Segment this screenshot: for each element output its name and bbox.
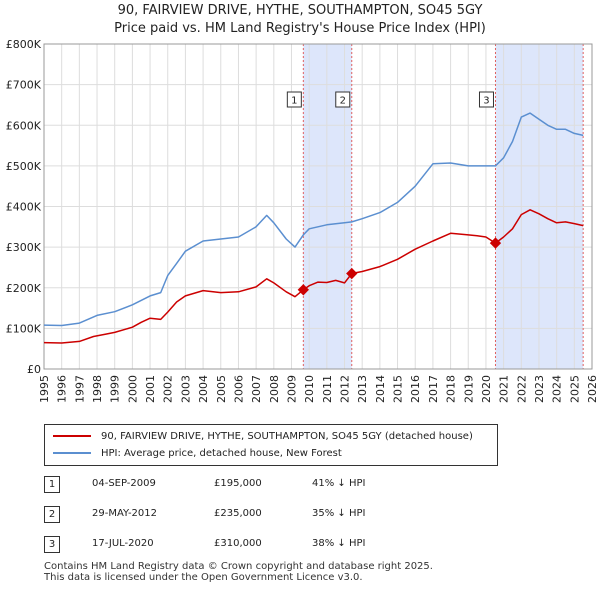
transaction-date: 29-MAY-2012 xyxy=(92,508,158,519)
y-tick-label: £700K xyxy=(6,79,42,92)
y-tick-label: £100K xyxy=(6,322,42,335)
x-tick-label: 2022 xyxy=(515,375,528,403)
y-tick-label: £0 xyxy=(27,363,41,376)
footer-line-2: This data is licensed under the Open Gov… xyxy=(44,572,363,583)
x-tick-label: 2018 xyxy=(445,375,458,403)
transaction-hpi: 38% ↓ HPI xyxy=(312,538,366,549)
sale-label-number: 3 xyxy=(483,96,489,107)
x-tick-label: 2002 xyxy=(162,375,175,403)
transaction-hpi: 41% ↓ HPI xyxy=(312,478,366,489)
transaction-price: £235,000 xyxy=(214,508,262,519)
x-tick-label: 2003 xyxy=(179,375,192,403)
legend-item-property: 90, FAIRVIEW DRIVE, HYTHE, SOUTHAMPTON, … xyxy=(53,429,473,445)
x-tick-label: 2019 xyxy=(462,375,475,403)
y-tick-label: £500K xyxy=(6,160,42,173)
x-tick-label: 2013 xyxy=(356,375,369,403)
x-tick-label: 2005 xyxy=(215,375,228,403)
sale-point xyxy=(346,267,358,280)
x-tick-label: 2014 xyxy=(374,375,387,403)
hpi-line xyxy=(43,112,584,327)
x-tick-label: 2017 xyxy=(427,375,440,403)
x-tick-label: 2000 xyxy=(126,375,139,403)
property-price-line xyxy=(43,209,584,344)
y-tick-label: £800K xyxy=(6,38,42,51)
x-tick-label: 1997 xyxy=(73,375,86,403)
transaction-row: 2 29-MAY-2012 £235,000 35% ↓ HPI xyxy=(44,506,464,524)
transaction-hpi: 35% ↓ HPI xyxy=(312,508,366,519)
y-tick-label: £200K xyxy=(6,282,42,295)
x-tick-label: 2009 xyxy=(285,375,298,403)
x-tick-label: 2006 xyxy=(232,375,245,403)
footer-line-1: Contains HM Land Registry data © Crown c… xyxy=(44,561,433,572)
transaction-date: 04-SEP-2009 xyxy=(92,478,156,489)
x-tick-label: 2008 xyxy=(268,375,281,403)
legend-swatch-hpi xyxy=(53,452,91,454)
x-tick-label: 1995 xyxy=(38,375,51,403)
x-tick-label: 2007 xyxy=(250,375,263,403)
transaction-number: 3 xyxy=(44,536,60,553)
title-line-1: 90, FAIRVIEW DRIVE, HYTHE, SOUTHAMPTON, … xyxy=(117,3,483,18)
x-tick-label: 1999 xyxy=(109,375,122,403)
y-tick-label: £300K xyxy=(6,241,42,254)
chart-title: 90, FAIRVIEW DRIVE, HYTHE, SOUTHAMPTON, … xyxy=(0,2,600,38)
x-tick-label: 2025 xyxy=(568,375,581,403)
y-tick-label: £400K xyxy=(6,201,42,214)
legend-item-hpi: HPI: Average price, detached house, New … xyxy=(53,446,342,462)
transaction-row: 3 17-JUL-2020 £310,000 38% ↓ HPI xyxy=(44,536,464,554)
legend-label-property: 90, FAIRVIEW DRIVE, HYTHE, SOUTHAMPTON, … xyxy=(101,431,473,442)
x-tick-label: 2023 xyxy=(533,375,546,403)
x-tick-label: 2010 xyxy=(303,375,316,403)
sale-label-number: 1 xyxy=(291,96,297,107)
legend: 90, FAIRVIEW DRIVE, HYTHE, SOUTHAMPTON, … xyxy=(44,424,498,466)
title-line-2: Price paid vs. HM Land Registry's House … xyxy=(114,21,486,36)
x-tick-label: 2024 xyxy=(551,375,564,403)
plot-frame xyxy=(43,43,593,370)
sale-label-box xyxy=(286,91,302,108)
x-tick-label: 2016 xyxy=(409,375,422,403)
x-tick-label: 1996 xyxy=(56,375,69,403)
transaction-number: 1 xyxy=(44,476,60,493)
sale-point xyxy=(489,237,502,249)
legend-label-hpi: HPI: Average price, detached house, New … xyxy=(101,448,342,459)
legend-swatch-property xyxy=(53,435,91,437)
sale-label-box xyxy=(335,91,351,108)
transaction-price: £310,000 xyxy=(214,538,262,549)
x-tick-label: 2020 xyxy=(480,375,493,403)
x-tick-label: 2004 xyxy=(197,375,210,403)
x-tick-label: 2012 xyxy=(339,375,352,403)
x-tick-label: 2011 xyxy=(321,375,334,403)
sale-label-box xyxy=(478,91,494,108)
transaction-date: 17-JUL-2020 xyxy=(92,538,154,549)
footer: Contains HM Land Registry data © Crown c… xyxy=(44,561,433,583)
sale-label-number: 2 xyxy=(340,96,346,107)
sale-point xyxy=(297,284,309,296)
price-chart: £0 £100K £200K £300K £400K £500K £600K £700K £80… xyxy=(6,38,599,403)
transaction-number: 2 xyxy=(44,506,60,523)
x-tick-label: 2021 xyxy=(498,375,511,403)
x-tick-label: 1998 xyxy=(91,375,104,403)
y-tick-label: £600K xyxy=(6,119,42,132)
transaction-row: 1 04-SEP-2009 £195,000 41% ↓ HPI xyxy=(44,476,464,494)
x-tick-label: 2015 xyxy=(392,375,405,403)
x-tick-label: 2026 xyxy=(586,375,599,403)
transaction-price: £195,000 xyxy=(214,478,262,489)
x-tick-label: 2001 xyxy=(144,375,157,403)
